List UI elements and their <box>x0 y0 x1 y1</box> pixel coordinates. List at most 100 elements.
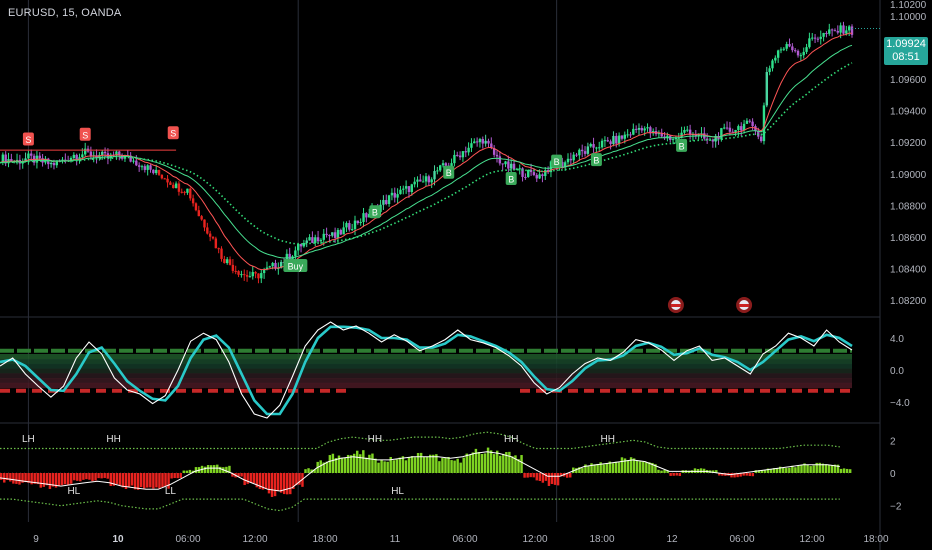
candle-body <box>444 163 448 166</box>
hist-bar <box>632 458 636 473</box>
hist-bar <box>806 464 809 473</box>
price-axis-tick: 1.10000 <box>890 12 927 23</box>
candle-body <box>424 176 428 182</box>
candle-body <box>569 158 573 161</box>
candle-body <box>748 120 751 122</box>
hist-bar <box>310 469 313 473</box>
hist-bar <box>15 473 18 484</box>
candle-body <box>262 269 266 274</box>
hist-bar <box>608 461 612 473</box>
candle-body <box>464 151 467 153</box>
time-axis-tick: 18:00 <box>863 534 888 545</box>
candle-body <box>433 171 436 180</box>
sell-signal <box>22 132 34 146</box>
osc-signal-line <box>0 325 853 416</box>
buy-signal <box>443 165 455 179</box>
hist-bar <box>188 469 192 473</box>
hist-bar <box>785 468 788 473</box>
hist-bar <box>596 463 599 473</box>
time-axis-tick: 10 <box>112 534 124 545</box>
time-axis-tick: 18:00 <box>589 534 614 545</box>
candle-body <box>822 32 825 37</box>
candle-body <box>436 170 439 172</box>
hist-bar <box>42 473 46 487</box>
candle-body <box>515 168 519 170</box>
time-axis-tick: 9 <box>33 534 39 545</box>
hist-bar <box>468 454 472 473</box>
candle-body <box>805 47 808 52</box>
hist-bar <box>106 473 109 479</box>
hist-bar <box>216 464 219 473</box>
candle-body <box>825 32 828 34</box>
candle-body <box>382 200 385 205</box>
candle-body <box>345 223 348 228</box>
hist-bar <box>827 464 831 473</box>
candle-body <box>166 178 169 183</box>
hist-bar <box>669 473 672 476</box>
hist-bar <box>383 461 386 473</box>
time-axis-tick: 11 <box>390 534 401 545</box>
hist-bar <box>535 473 538 481</box>
hist-bar <box>788 467 791 473</box>
buy-signal <box>551 154 563 168</box>
hist-bar <box>733 473 736 478</box>
hist-bar <box>426 456 429 473</box>
hist-bar <box>249 473 252 483</box>
hist-bar <box>763 470 767 473</box>
hist-bar <box>492 454 496 473</box>
candle-body <box>89 151 93 157</box>
swing-label: HH <box>106 434 120 445</box>
candle-body <box>189 188 192 199</box>
hist-bar <box>176 473 179 479</box>
hist-bar <box>57 473 61 487</box>
economic-event-stripe <box>739 304 750 307</box>
candle-body <box>155 169 158 174</box>
candle-body <box>575 154 578 156</box>
candle-body <box>404 186 408 189</box>
candle-body <box>75 154 78 160</box>
price-axis-tick: 1.09400 <box>890 107 927 118</box>
candle-body <box>583 151 587 154</box>
hist-bar <box>273 473 277 497</box>
osc-heat-band <box>0 354 852 360</box>
candle-body <box>234 270 237 272</box>
hist-bar <box>748 473 751 477</box>
hist-bar <box>547 473 551 486</box>
candle-body <box>379 204 382 212</box>
candle-body <box>387 195 391 205</box>
hist-bar <box>6 473 9 481</box>
candle-body <box>350 229 354 231</box>
candle-body <box>578 149 581 156</box>
hist-signal-line <box>0 451 840 492</box>
candle-body <box>566 158 570 163</box>
symbol-label: EURUSD, 15, OANDA <box>8 7 122 19</box>
hist-bar <box>298 473 301 485</box>
price-axis-tick: 1.10200 <box>890 0 927 11</box>
candle-body <box>38 155 41 159</box>
hist-bar <box>356 450 359 473</box>
swing-label: HL <box>67 486 80 497</box>
candle-body <box>115 151 118 156</box>
hist-bar <box>572 467 575 473</box>
hist-bar <box>295 473 298 486</box>
candle-body <box>49 162 53 165</box>
candle-body <box>473 141 476 144</box>
candle-body <box>478 138 482 143</box>
hist-bar <box>438 461 441 473</box>
hist-bar <box>721 473 724 476</box>
hist-bar <box>635 460 639 473</box>
candle-body <box>203 219 206 228</box>
candle-body <box>626 134 629 136</box>
swing-label: HL <box>391 486 404 497</box>
swing-label: HH <box>368 434 382 445</box>
last-price: 1.09924 <box>886 38 926 50</box>
swing-label: HH <box>504 434 518 445</box>
candle-body <box>737 126 740 131</box>
candle-body <box>81 154 84 158</box>
candle-body <box>606 140 609 142</box>
hist-bar <box>407 457 411 473</box>
candle-body <box>759 136 763 142</box>
candle-body <box>30 153 33 156</box>
hist-bar <box>614 461 618 473</box>
